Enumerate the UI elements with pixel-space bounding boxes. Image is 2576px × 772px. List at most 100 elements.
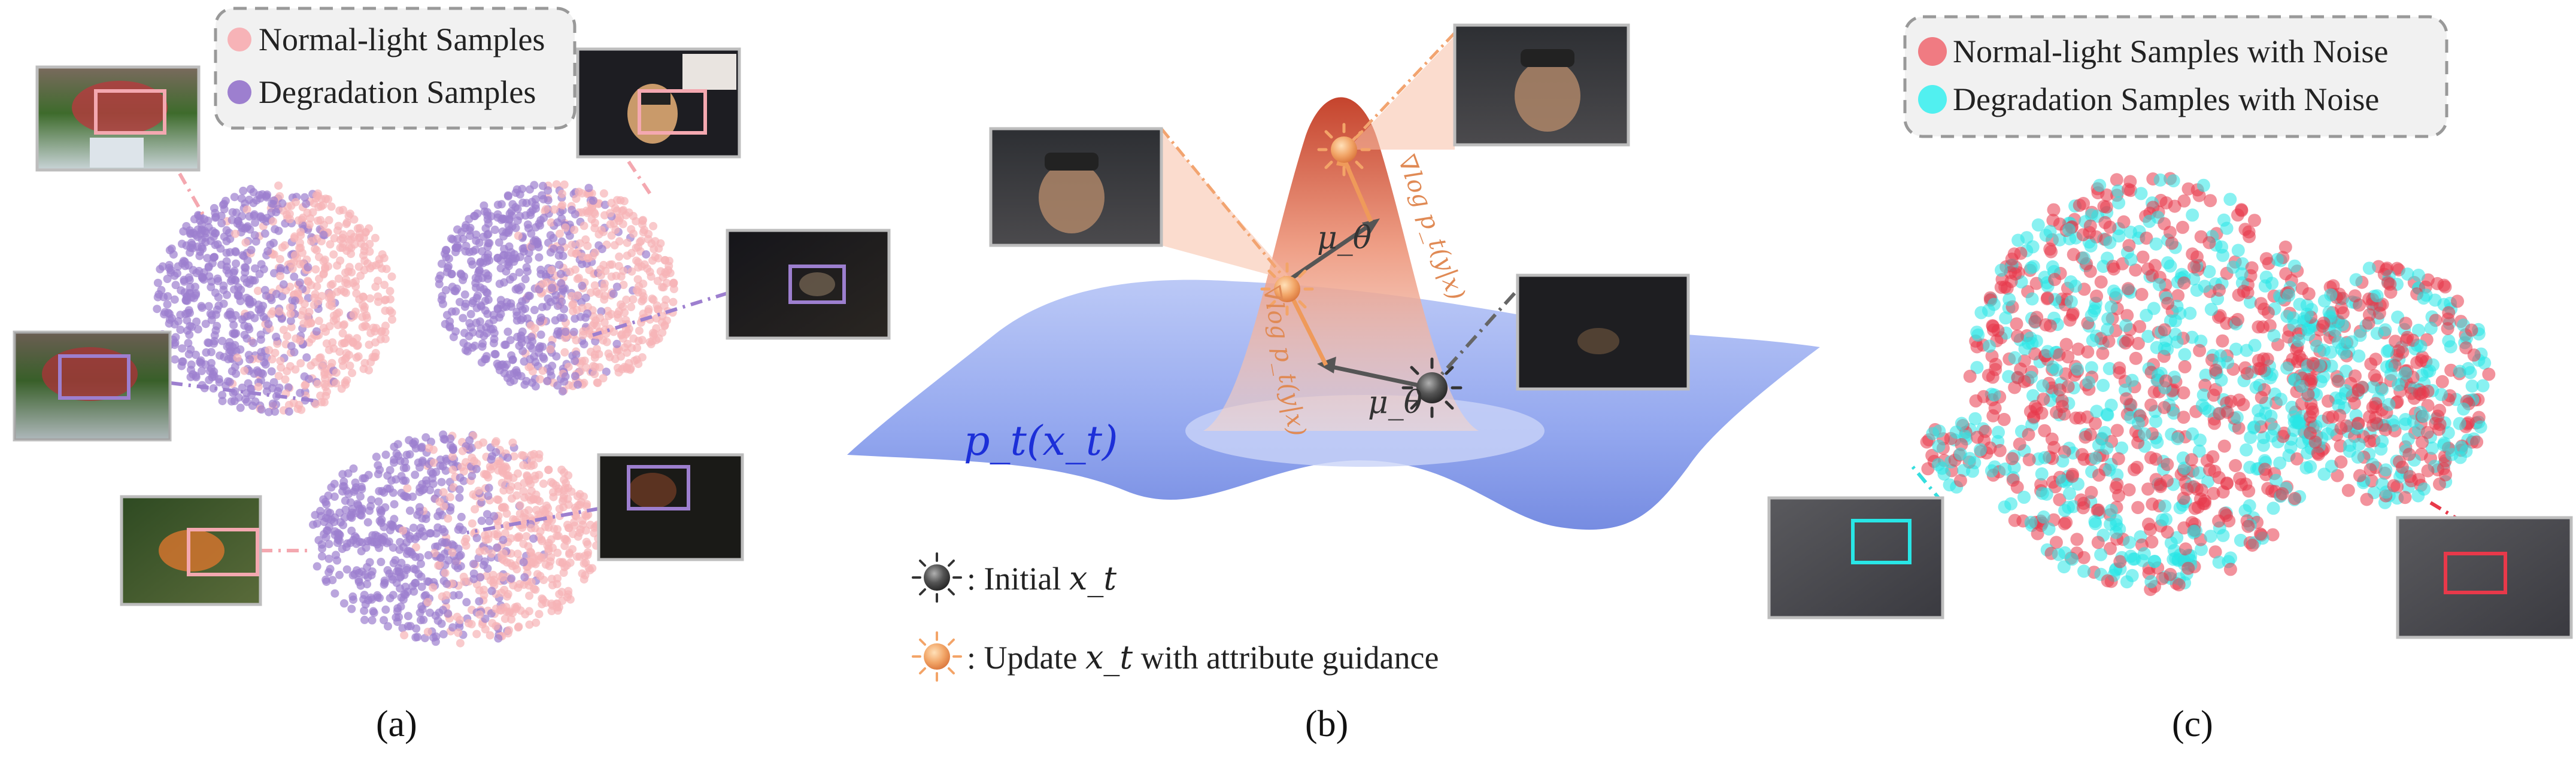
- scatter-point: [544, 186, 553, 195]
- scatter-point: [349, 464, 358, 473]
- scatter-point: [2076, 448, 2089, 461]
- scatter-point: [558, 200, 567, 209]
- scatter-point: [525, 591, 534, 600]
- scatter-point: [380, 281, 389, 290]
- legend-marker-normal: [227, 28, 251, 51]
- scatter-point: [534, 243, 543, 251]
- scatter-point: [2038, 424, 2052, 437]
- scatter-point: [2083, 219, 2097, 233]
- scatter-point: [411, 565, 420, 574]
- panel-label-b: (b): [1305, 704, 1348, 744]
- scatter-point: [320, 256, 329, 264]
- scatter-point: [2158, 499, 2172, 513]
- scatter-point: [615, 252, 624, 261]
- scatter-point: [435, 279, 444, 288]
- scatter-point: [317, 362, 326, 371]
- scatter-point: [291, 365, 300, 374]
- scatter-point: [2300, 308, 2314, 321]
- scatter-point: [2177, 411, 2190, 424]
- scatter-point: [300, 299, 309, 308]
- scatter-point: [1989, 363, 2002, 376]
- scatter-point: [403, 484, 412, 493]
- scatter-point: [2136, 250, 2150, 264]
- scatter-point: [313, 379, 322, 388]
- scatter-point: [2112, 489, 2125, 503]
- scatter-point: [516, 606, 525, 615]
- scatter-point: [304, 278, 313, 287]
- scatter-point: [472, 318, 481, 327]
- scatter-point: [2046, 360, 2060, 374]
- scatter-point: [2178, 360, 2192, 373]
- scatter-point: [517, 451, 526, 460]
- scatter-point: [2233, 472, 2247, 485]
- scatter-point: [497, 215, 506, 224]
- scatter-point: [2124, 549, 2138, 563]
- scatter-point: [526, 185, 534, 194]
- scatter-point: [2104, 300, 2118, 314]
- scatter-point: [2217, 213, 2231, 227]
- scatter-point: [2110, 173, 2123, 187]
- scatter-point: [513, 216, 522, 225]
- scatter-point: [229, 329, 238, 338]
- scatter-point: [590, 528, 599, 537]
- scatter-point: [602, 367, 611, 376]
- scatter-point: [257, 405, 266, 414]
- scatter-point: [2065, 308, 2079, 322]
- scatter-point: [1963, 369, 1977, 383]
- scatter-point: [506, 378, 515, 387]
- scatter-point: [424, 443, 433, 452]
- scatter-point: [2190, 250, 2204, 264]
- scatter-point: [2340, 419, 2353, 433]
- scatter-point: [564, 586, 573, 595]
- scatter-point: [627, 344, 636, 352]
- scatter-point: [1992, 425, 2005, 439]
- scatter-point: [267, 367, 276, 376]
- scatter-point: [2375, 477, 2389, 491]
- scatter-point: [590, 209, 599, 218]
- scatter-point: [307, 237, 315, 246]
- scatter-point: [494, 238, 503, 247]
- scatter-point: [223, 311, 232, 320]
- scatter-point: [392, 475, 400, 484]
- scatter-point: [525, 620, 534, 629]
- scatter-point: [654, 334, 663, 343]
- scatter-point: [448, 623, 457, 632]
- scatter-point: [490, 329, 499, 338]
- scatter-point: [341, 505, 350, 514]
- scatter-point: [2269, 473, 2283, 487]
- scatter-point: [267, 208, 276, 217]
- scatter-point: [547, 553, 556, 562]
- scatter-point: [499, 556, 508, 565]
- scatter-point: [514, 469, 522, 478]
- scatter-point: [2192, 466, 2206, 480]
- scatter-point: [446, 493, 454, 502]
- scatter-point: [224, 269, 233, 278]
- scatter-point: [351, 478, 360, 487]
- scatter-point: [220, 232, 229, 241]
- scatter-point: [287, 323, 296, 332]
- scatter-point: [503, 327, 512, 336]
- scatter-point: [237, 194, 246, 203]
- scatter-point: [2421, 464, 2435, 478]
- scatter-point: [327, 483, 336, 492]
- scatter-point: [489, 578, 498, 587]
- scatter-point: [638, 288, 647, 297]
- scatter-point: [453, 243, 462, 252]
- scatter-point: [381, 327, 390, 336]
- scatter-point: [393, 607, 402, 616]
- scatter-point: [305, 308, 314, 317]
- scatter-point: [500, 503, 509, 512]
- scatter-point: [2008, 267, 2022, 281]
- scatter-point: [276, 272, 284, 281]
- scatter-point: [2055, 394, 2069, 408]
- scatter-point: [2008, 513, 2022, 527]
- scatter-point: [635, 326, 644, 335]
- scatter-point: [2043, 319, 2057, 333]
- scatter-point: [2229, 459, 2243, 472]
- scatter-point: [565, 548, 574, 557]
- scatter-point: [536, 342, 544, 351]
- scatter-point: [348, 338, 357, 347]
- scatter-point: [459, 314, 468, 323]
- scatter-point: [493, 543, 502, 552]
- scatter-point: [429, 583, 438, 592]
